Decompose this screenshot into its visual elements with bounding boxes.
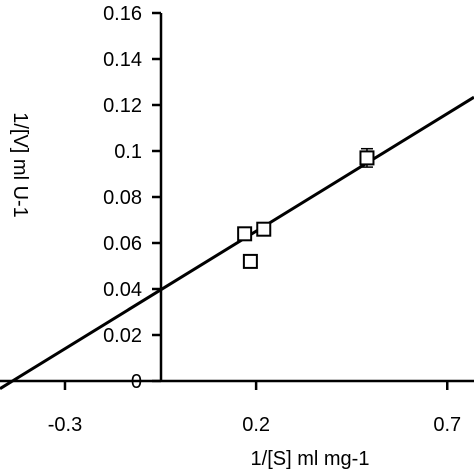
y-tick-label: 0.1: [114, 141, 142, 163]
fit-line-group: [0, 95, 474, 390]
y-tick-label: 0.02: [103, 325, 142, 347]
data-point: [359, 150, 375, 166]
x-tick-label: 0.7: [433, 414, 461, 436]
y-tick-label: 0.08: [103, 187, 142, 209]
y-tick-label: 0: [131, 371, 142, 393]
y-axis: 0 0.02 0.04 0.06 0.08 0.1 0.12 0.14 0.16: [103, 3, 163, 393]
y-axis-title: 1/[V] ml U-1: [9, 112, 31, 218]
x-axis-title: 1/[S] ml mg-1: [251, 448, 370, 470]
y-tick-label: 0.12: [103, 95, 142, 117]
data-point: [237, 226, 253, 242]
y-tick-label: 0.04: [103, 279, 142, 301]
fit-line: [0, 95, 474, 390]
data-point: [242, 253, 258, 269]
data-points: [237, 147, 375, 269]
y-tick-label: 0.14: [103, 49, 142, 71]
x-tick-label: -0.3: [48, 414, 82, 436]
y-tick-label: 0.06: [103, 233, 142, 255]
x-axis: -0.3 0.2 0.7: [0, 379, 474, 436]
y-tick-label: 0.16: [103, 3, 142, 25]
data-point: [256, 221, 272, 237]
x-tick-label: 0.2: [242, 414, 270, 436]
